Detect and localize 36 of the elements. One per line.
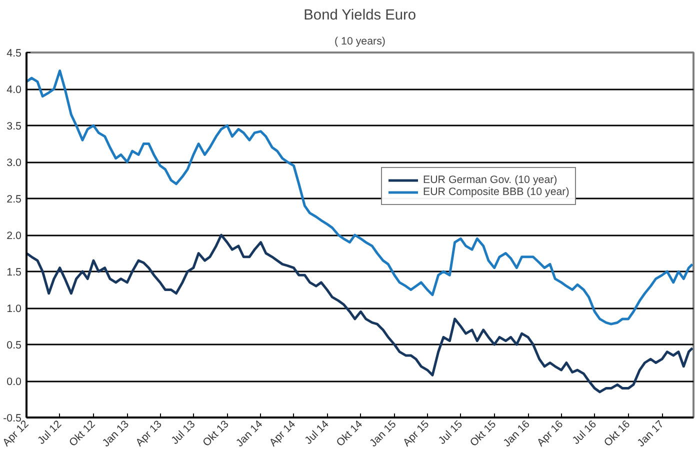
y-tick-label: 0.0: [6, 376, 22, 388]
x-tick-label: Jul 16: [570, 418, 599, 447]
line-series: [26, 70, 694, 326]
x-tick-label: Apr 14: [267, 418, 298, 449]
y-tick-label: 1.0: [6, 303, 22, 315]
x-tick-label: Okt 14: [334, 418, 366, 449]
x-tick-label: Okt 13: [200, 418, 232, 449]
y-tick-label: 3.5: [6, 120, 22, 132]
x-tick-label: Okt 16: [602, 418, 633, 449]
x-tick-label: Jan 17: [635, 418, 666, 450]
y-tick-label: 3.0: [6, 157, 22, 169]
x-tick-label: Jan 16: [501, 418, 532, 450]
y-tick-label: 2.0: [6, 230, 22, 242]
y-tick-label: 2.5: [6, 194, 22, 206]
chart-subtitle: ( 10 years): [334, 36, 386, 48]
x-tick-label: Apr 13: [134, 418, 164, 449]
y-tick-label: 0.5: [6, 340, 22, 352]
chart-title: Bond Yields Euro: [304, 8, 416, 24]
y-tick-label: 4.0: [6, 84, 22, 96]
y-tick-label: 4.5: [6, 48, 22, 60]
legend-label: EUR German Gov. (10 year): [423, 174, 558, 186]
y-tick-label: -0.5: [3, 412, 22, 424]
legend-label: EUR Composite BBB (10 year): [423, 186, 570, 198]
x-tick-label: Jul 14: [302, 418, 332, 447]
x-tick-label: Jan 15: [368, 418, 399, 450]
x-tick-label: Jul 13: [169, 418, 198, 447]
x-tick-label: Jan 14: [234, 418, 266, 450]
x-tick-label: Okt 12: [67, 418, 98, 449]
x-tick-label: Okt 15: [468, 418, 499, 449]
x-tick-label: Jul 12: [35, 418, 64, 447]
line-series: [26, 234, 694, 394]
x-tick-label: Jan 13: [100, 418, 132, 450]
y-tick-label: 1.5: [6, 266, 22, 278]
x-tick-label: Apr 15: [400, 418, 432, 449]
x-tick-label: Jul 15: [436, 418, 465, 447]
x-tick-label: Apr 16: [534, 418, 566, 449]
